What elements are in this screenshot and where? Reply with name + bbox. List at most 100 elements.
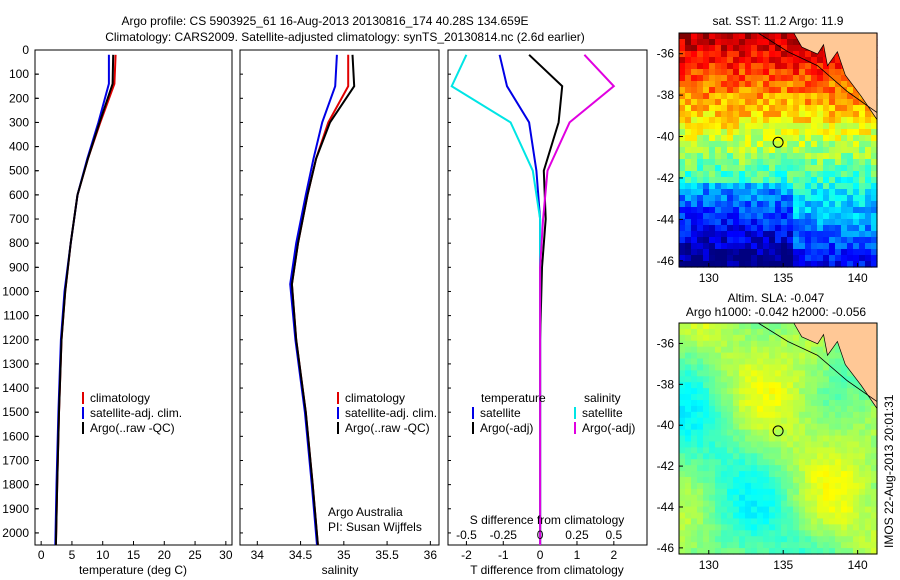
map-cell [847, 243, 854, 250]
map-cell [793, 364, 800, 371]
map-cell [823, 488, 830, 496]
map-cell [733, 494, 740, 502]
map-cell [721, 93, 728, 100]
map-cell [709, 358, 716, 366]
map-cell [805, 482, 812, 490]
map-cell [727, 548, 734, 555]
map-cell [775, 237, 782, 244]
map-cell [733, 219, 740, 226]
map-cell [811, 57, 818, 64]
map-cell [685, 195, 692, 202]
map-cell [781, 500, 788, 508]
map-cell [757, 352, 764, 360]
map-cell [853, 506, 860, 514]
x-tick-label: 35 [337, 548, 351, 562]
map-cell [817, 153, 824, 160]
map-cell [679, 400, 686, 407]
map-cell [739, 177, 746, 184]
map-cell [787, 225, 794, 232]
map-cell [691, 459, 698, 466]
map-cell [703, 376, 710, 383]
map-cell [835, 111, 842, 118]
map-cell [709, 213, 716, 220]
map-cell [745, 39, 752, 46]
map-cell [709, 536, 716, 543]
map-cell [703, 147, 710, 154]
map-cell [727, 195, 734, 202]
map-cell [703, 447, 710, 454]
map-cell [811, 159, 818, 166]
map-cell [751, 488, 758, 496]
map-cell [739, 524, 746, 531]
map-cell [859, 201, 866, 208]
map-cell [691, 352, 698, 360]
map-cell [871, 237, 878, 244]
map-cell [805, 69, 812, 76]
map-cell [721, 518, 728, 525]
map-cell [733, 189, 740, 196]
map-cell [691, 219, 698, 226]
map-cell [865, 506, 872, 514]
map-cell [679, 388, 686, 395]
map-cell [853, 429, 860, 437]
sla-map-frame [678, 322, 878, 555]
map-cell [751, 123, 758, 130]
map-cell [769, 123, 776, 130]
map-cell [847, 177, 854, 184]
map-cell [823, 219, 830, 226]
map-cell [769, 482, 776, 490]
map-cell [763, 243, 770, 250]
map-cell [745, 429, 752, 437]
map-cell [769, 81, 776, 88]
map-cell [709, 394, 716, 401]
map-cell [859, 213, 866, 220]
map-cell [817, 435, 824, 443]
map-cell [739, 123, 746, 130]
map-cell [829, 477, 836, 484]
map-cell [811, 488, 818, 496]
map-cell [847, 405, 854, 413]
map-cell [721, 548, 728, 555]
map-cell [739, 183, 746, 190]
map-cell [823, 542, 830, 549]
map-cell [745, 111, 752, 118]
map-cell [865, 261, 872, 268]
map-cell [763, 255, 770, 262]
map-cell [799, 207, 806, 214]
map-cell [685, 219, 692, 226]
map-cell [793, 57, 800, 64]
map-cell [715, 352, 722, 360]
map-cell [721, 63, 728, 70]
map-cell [793, 411, 800, 419]
map-cell [745, 482, 752, 490]
map-cell [865, 237, 872, 244]
map-cell [679, 249, 686, 256]
map-cell [709, 69, 716, 76]
map-cell [793, 111, 800, 118]
sst-map: sat. SST: 11.2 Argo: 11.9 130 135 140-36-3… [657, 14, 878, 285]
map-cell [859, 417, 866, 425]
map-cell [733, 261, 740, 268]
x-tick-label: 2 [610, 548, 617, 562]
map-cell [817, 352, 824, 360]
map-cell [811, 435, 818, 443]
map-cell [697, 75, 704, 82]
map-cell [823, 111, 830, 118]
map-cell [703, 494, 710, 502]
map-cell [835, 249, 842, 256]
map-cell [739, 542, 746, 549]
map-cell [847, 219, 854, 226]
map-cell [757, 488, 764, 496]
map-cell [835, 459, 842, 466]
map-cell [871, 417, 878, 425]
salinity-panel: 34 34.5 35 35.5 36 salinity climatology sate… [239, 49, 440, 577]
map-cell [823, 536, 830, 543]
map-cell [775, 328, 782, 336]
map-cell [727, 352, 734, 360]
map-cell [745, 405, 752, 413]
map-cell [739, 435, 746, 443]
map-cell [727, 417, 734, 425]
map-cell [721, 542, 728, 549]
depth-tick-label: 500 [9, 164, 29, 178]
map-cell [727, 453, 734, 460]
